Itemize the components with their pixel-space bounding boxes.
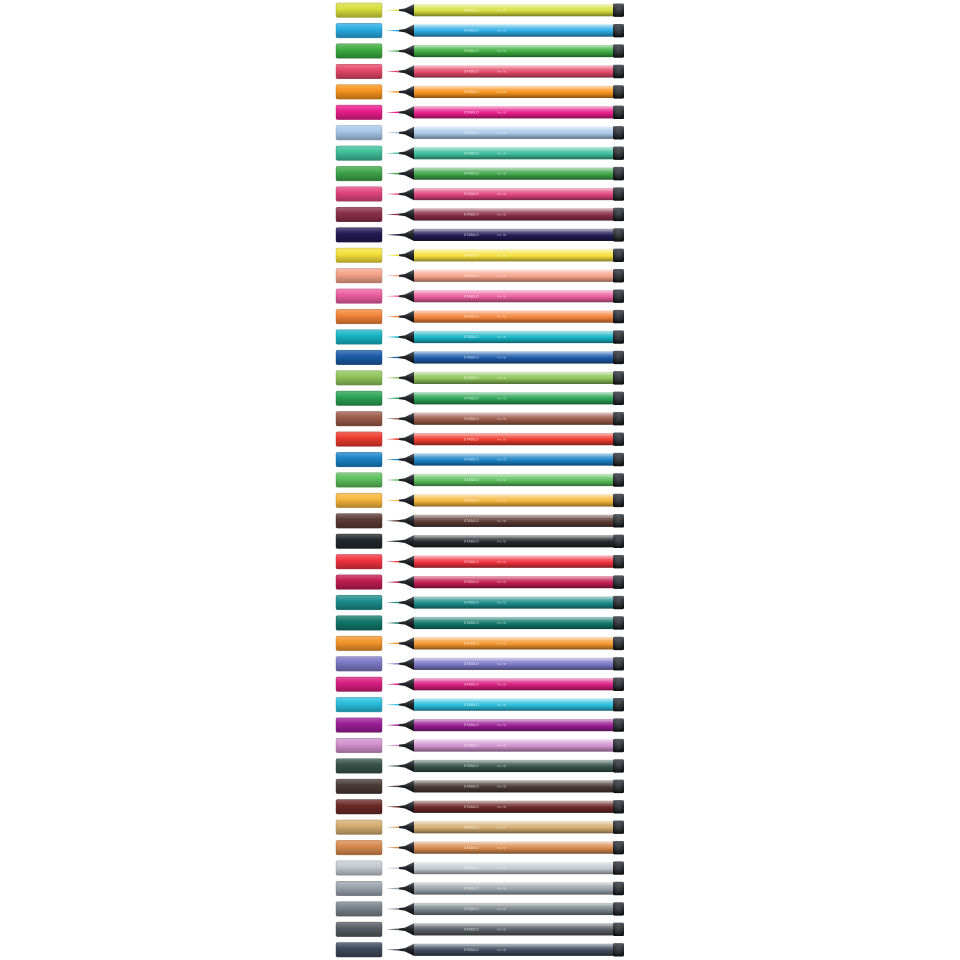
svg-text:STABILO: STABILO: [464, 682, 479, 686]
svg-text:Pen 68: Pen 68: [497, 519, 507, 523]
svg-text:Pen 68: Pen 68: [497, 376, 507, 380]
svg-text:STABILO: STABILO: [464, 233, 479, 237]
svg-text:STABILO: STABILO: [464, 213, 479, 217]
svg-text:STABILO: STABILO: [464, 315, 479, 319]
svg-text:Pen 68: Pen 68: [497, 70, 507, 74]
svg-text:Pen 68: Pen 68: [497, 784, 507, 788]
svg-text:STABILO: STABILO: [464, 458, 479, 462]
svg-text:STABILO: STABILO: [464, 539, 479, 543]
svg-text:Pen 68: Pen 68: [497, 927, 507, 931]
svg-text:STABILO: STABILO: [464, 499, 479, 503]
svg-text:Pen 68: Pen 68: [497, 744, 507, 748]
svg-text:Pen 68: Pen 68: [497, 131, 507, 135]
svg-text:Pen 68: Pen 68: [497, 907, 507, 911]
svg-text:Pen 68: Pen 68: [497, 662, 507, 666]
svg-text:Pen 68: Pen 68: [497, 213, 507, 217]
svg-text:Pen 68: Pen 68: [497, 805, 507, 809]
svg-text:Pen 68: Pen 68: [497, 723, 507, 727]
svg-text:Pen 68: Pen 68: [497, 29, 507, 33]
svg-text:Pen 68: Pen 68: [497, 8, 507, 12]
svg-text:STABILO: STABILO: [464, 90, 479, 94]
svg-text:Pen 68: Pen 68: [497, 499, 507, 503]
svg-text:STABILO: STABILO: [464, 29, 479, 33]
svg-text:STABILO: STABILO: [464, 274, 479, 278]
svg-text:Pen 68: Pen 68: [497, 764, 507, 768]
svg-text:Pen 68: Pen 68: [497, 192, 507, 196]
svg-text:STABILO: STABILO: [464, 784, 479, 788]
svg-text:Pen 68: Pen 68: [497, 437, 507, 441]
svg-text:STABILO: STABILO: [464, 131, 479, 135]
svg-text:Pen 68: Pen 68: [497, 846, 507, 850]
svg-text:STABILO: STABILO: [464, 866, 479, 870]
svg-text:STABILO: STABILO: [464, 70, 479, 74]
svg-text:Pen 68: Pen 68: [497, 458, 507, 462]
svg-text:STABILO: STABILO: [464, 172, 479, 176]
svg-text:Pen 68: Pen 68: [497, 356, 507, 360]
svg-text:STABILO: STABILO: [464, 396, 479, 400]
svg-text:STABILO: STABILO: [464, 825, 479, 829]
svg-text:Pen 68: Pen 68: [497, 948, 507, 952]
svg-text:Pen 68: Pen 68: [497, 396, 507, 400]
svg-text:STABILO: STABILO: [464, 356, 479, 360]
svg-text:STABILO: STABILO: [464, 49, 479, 53]
svg-text:Pen 68: Pen 68: [497, 703, 507, 707]
svg-text:Pen 68: Pen 68: [497, 601, 507, 605]
svg-text:Pen 68: Pen 68: [497, 621, 507, 625]
svg-text:Pen 68: Pen 68: [497, 866, 507, 870]
svg-text:STABILO: STABILO: [464, 580, 479, 584]
svg-text:STABILO: STABILO: [464, 927, 479, 931]
svg-text:Pen 68: Pen 68: [497, 825, 507, 829]
svg-text:STABILO: STABILO: [464, 560, 479, 564]
svg-text:Pen 68: Pen 68: [497, 233, 507, 237]
svg-text:Pen 68: Pen 68: [497, 417, 507, 421]
svg-text:STABILO: STABILO: [464, 294, 479, 298]
svg-text:Pen 68: Pen 68: [497, 560, 507, 564]
svg-text:Pen 68: Pen 68: [497, 580, 507, 584]
svg-text:Pen 68: Pen 68: [497, 253, 507, 257]
svg-text:Pen 68: Pen 68: [497, 49, 507, 53]
svg-text:STABILO: STABILO: [464, 662, 479, 666]
svg-text:Pen 68: Pen 68: [497, 294, 507, 298]
svg-text:STABILO: STABILO: [464, 478, 479, 482]
svg-text:STABILO: STABILO: [464, 907, 479, 911]
svg-text:STABILO: STABILO: [464, 437, 479, 441]
svg-text:STABILO: STABILO: [464, 744, 479, 748]
svg-text:Pen 68: Pen 68: [497, 151, 507, 155]
svg-text:Pen 68: Pen 68: [497, 682, 507, 686]
svg-text:STABILO: STABILO: [464, 621, 479, 625]
svg-text:STABILO: STABILO: [464, 110, 479, 114]
svg-text:Pen 68: Pen 68: [497, 110, 507, 114]
svg-text:STABILO: STABILO: [464, 764, 479, 768]
svg-text:STABILO: STABILO: [464, 948, 479, 952]
svg-text:STABILO: STABILO: [464, 846, 479, 850]
svg-text:STABILO: STABILO: [464, 703, 479, 707]
svg-text:STABILO: STABILO: [464, 151, 479, 155]
svg-text:Pen 68: Pen 68: [497, 539, 507, 543]
svg-text:Pen 68: Pen 68: [497, 172, 507, 176]
svg-text:STABILO: STABILO: [464, 8, 479, 12]
svg-text:STABILO: STABILO: [464, 642, 479, 646]
svg-text:STABILO: STABILO: [464, 253, 479, 257]
svg-text:STABILO: STABILO: [464, 887, 479, 891]
svg-text:STABILO: STABILO: [464, 335, 479, 339]
svg-text:Pen 68: Pen 68: [497, 90, 507, 94]
svg-text:Pen 68: Pen 68: [497, 887, 507, 891]
svg-text:STABILO: STABILO: [464, 723, 479, 727]
svg-text:STABILO: STABILO: [464, 376, 479, 380]
svg-text:Pen 68: Pen 68: [497, 315, 507, 319]
svg-text:STABILO: STABILO: [464, 805, 479, 809]
svg-text:Pen 68: Pen 68: [497, 335, 507, 339]
svg-text:Pen 68: Pen 68: [497, 642, 507, 646]
svg-text:Pen 68: Pen 68: [497, 274, 507, 278]
svg-text:STABILO: STABILO: [464, 417, 479, 421]
svg-text:STABILO: STABILO: [464, 192, 479, 196]
svg-text:Pen 68: Pen 68: [497, 478, 507, 482]
svg-text:STABILO: STABILO: [464, 519, 479, 523]
svg-text:STABILO: STABILO: [464, 601, 479, 605]
